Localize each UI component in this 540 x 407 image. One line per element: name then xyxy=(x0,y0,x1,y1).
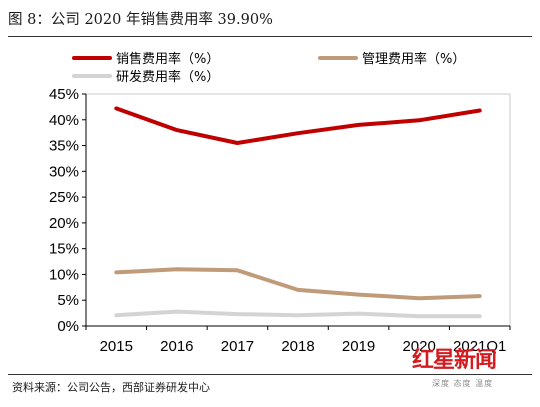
x-tick-label: 2016 xyxy=(160,338,193,355)
x-tick-label: 2015 xyxy=(100,338,133,355)
x-tick-label: 2021Q1 xyxy=(453,338,506,355)
data-point-mgmt xyxy=(479,296,480,297)
chart-title: 图 8：公司 2020 年销售费用率 39.90% xyxy=(8,12,273,28)
series-line-sales xyxy=(114,106,482,145)
x-tick-label: 2018 xyxy=(281,338,314,355)
y-tick-label: 45% xyxy=(49,86,79,103)
data-point-sales xyxy=(358,124,359,125)
x-tick-label: 2017 xyxy=(221,338,254,355)
data-point-mgmt xyxy=(116,272,117,273)
legend-label-sales: 销售费用率（%） xyxy=(116,51,219,67)
y-tick-label: 15% xyxy=(49,241,79,258)
y-tick-label: 10% xyxy=(49,266,79,283)
data-point-sales xyxy=(479,110,480,111)
data-point-mgmt xyxy=(419,298,420,299)
source-note: 资料来源：公司公告，西部证券研发中心 xyxy=(12,381,210,394)
data-point-sales xyxy=(237,142,238,143)
legend-label-rd: 研发费用率（%） xyxy=(116,69,219,85)
y-tick-label: 35% xyxy=(49,138,79,155)
data-point-mgmt xyxy=(237,270,238,271)
x-tick-label: 2020 xyxy=(402,338,435,355)
data-point-rd xyxy=(479,316,480,317)
watermark-logo: 红星新闻 深度 态度 温度 xyxy=(400,338,536,400)
series-line-rd xyxy=(114,309,482,319)
data-point-rd xyxy=(419,316,420,317)
series-line-mgmt xyxy=(114,267,482,301)
data-point-mgmt xyxy=(298,289,299,290)
data-point-rd xyxy=(176,311,177,312)
legend-label-mgmt: 管理费用率（%） xyxy=(362,51,465,67)
data-point-sales xyxy=(419,120,420,121)
watermark-subtext: 深度 态度 温度 xyxy=(432,379,494,388)
x-tick-label: 2019 xyxy=(342,338,375,355)
y-tick-label: 20% xyxy=(49,215,79,232)
y-tick-label: 30% xyxy=(49,163,79,180)
data-point-rd xyxy=(116,315,117,316)
y-tick-label: 5% xyxy=(57,292,79,309)
data-point-mgmt xyxy=(358,294,359,295)
data-point-sales xyxy=(116,108,117,109)
data-point-rd xyxy=(358,313,359,314)
data-point-sales xyxy=(176,130,177,131)
data-point-mgmt xyxy=(176,269,177,270)
data-point-rd xyxy=(298,315,299,316)
data-point-rd xyxy=(237,314,238,315)
watermark-text: 红星新闻 xyxy=(412,347,497,373)
footer-divider xyxy=(8,374,532,375)
y-tick-label: 0% xyxy=(57,318,79,335)
data-point-sales xyxy=(298,133,299,134)
title-divider xyxy=(8,36,532,37)
y-tick-label: 40% xyxy=(49,112,79,129)
y-tick-label: 25% xyxy=(49,189,79,206)
